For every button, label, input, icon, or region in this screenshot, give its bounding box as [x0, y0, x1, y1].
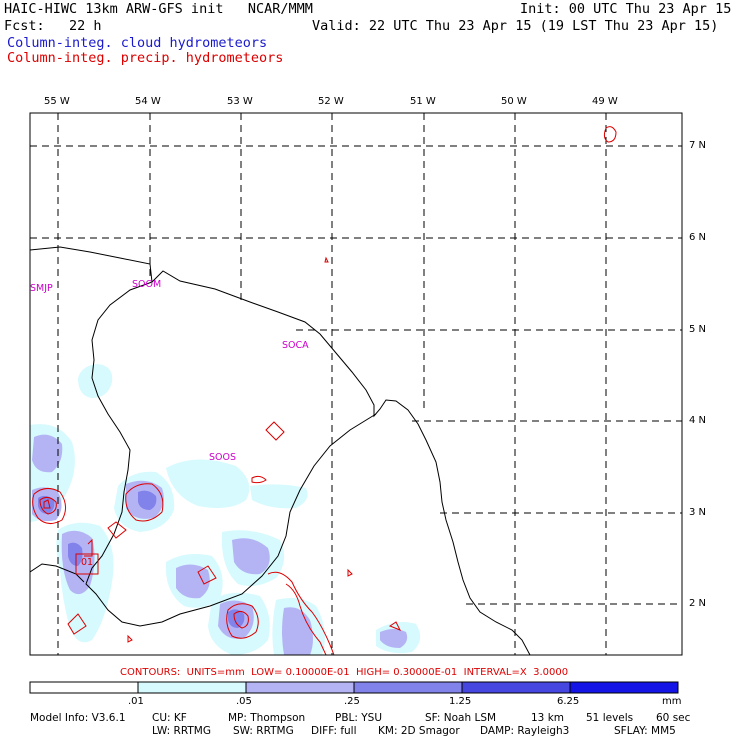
station-label: SOCA — [282, 340, 309, 351]
footer-timestep: 60 sec — [656, 712, 691, 724]
colorbar-units: mm — [662, 696, 682, 707]
lon-label: 50 W — [501, 96, 527, 107]
footer-sflay: SFLAY: MM5 — [614, 725, 676, 737]
colorbar — [29, 681, 679, 694]
footer-pbl: PBL: YSU — [335, 712, 383, 724]
colorbar-label: 1.25 — [449, 696, 472, 707]
station-label: SMJP — [30, 283, 53, 294]
footer-resolution: 13 km — [531, 712, 565, 724]
lat-label: 6 N — [689, 232, 707, 243]
lat-label: 5 N — [689, 324, 707, 335]
contours-info: CONTOURS: UNITS=mm LOW= 0.10000E-01 HIGH… — [120, 667, 569, 678]
cloud-shading — [30, 364, 421, 655]
lon-label: 55 W — [44, 96, 70, 107]
field-cloud-label: Column-integ. cloud hydrometeors — [7, 35, 268, 51]
lon-label: 52 W — [318, 96, 344, 107]
footer-sw: SW: RRTMG — [233, 725, 294, 737]
footer-levels: 51 levels — [586, 712, 634, 724]
precip-contours — [32, 126, 617, 655]
footer-sf: SF: Noah LSM — [425, 712, 497, 724]
lon-label: 49 W — [592, 96, 618, 107]
station-label: SOOS — [209, 452, 237, 463]
footer-km: KM: 2D Smagor — [378, 725, 460, 737]
colorbar-label: 6.25 — [557, 696, 580, 707]
model-title: HAIC-HIWC 13km ARW-GFS init NCAR/MMM — [4, 1, 313, 17]
forecast-hour: Fcst: 22 h — [4, 18, 102, 34]
lon-label: 54 W — [135, 96, 161, 107]
coastline — [30, 246, 531, 655]
colorbar-label: .01 — [128, 696, 144, 707]
footer-diff: DIFF: full — [311, 725, 357, 737]
footer-cu: CU: KF — [152, 712, 187, 724]
lat-label: 3 N — [689, 507, 707, 518]
lat-label: 2 N — [689, 598, 707, 609]
footer-mp: MP: Thompson — [228, 712, 306, 724]
init-time: Init: 00 UTC Thu 23 Apr 15 — [520, 1, 732, 17]
lat-label: 4 N — [689, 415, 707, 426]
colorbar-label: .25 — [344, 696, 360, 707]
valid-time: Valid: 22 UTC Thu 23 Apr 15 (19 LST Thu … — [312, 18, 719, 34]
lon-label: 53 W — [227, 96, 253, 107]
map-frame — [29, 112, 683, 656]
station-label: SOOM — [132, 279, 162, 290]
station-label: 01 — [81, 557, 94, 568]
colorbar-label: .05 — [236, 696, 252, 707]
lat-lon-grid — [30, 113, 682, 655]
footer-lw: LW: RRTMG — [152, 725, 211, 737]
lat-label: 7 N — [689, 140, 707, 151]
footer-model-info: Model Info: V3.6.1 — [30, 712, 126, 724]
lon-label: 51 W — [410, 96, 436, 107]
field-precip-label: Column-integ. precip. hydrometeors — [7, 50, 284, 66]
footer-damp: DAMP: Rayleigh3 — [480, 725, 570, 737]
